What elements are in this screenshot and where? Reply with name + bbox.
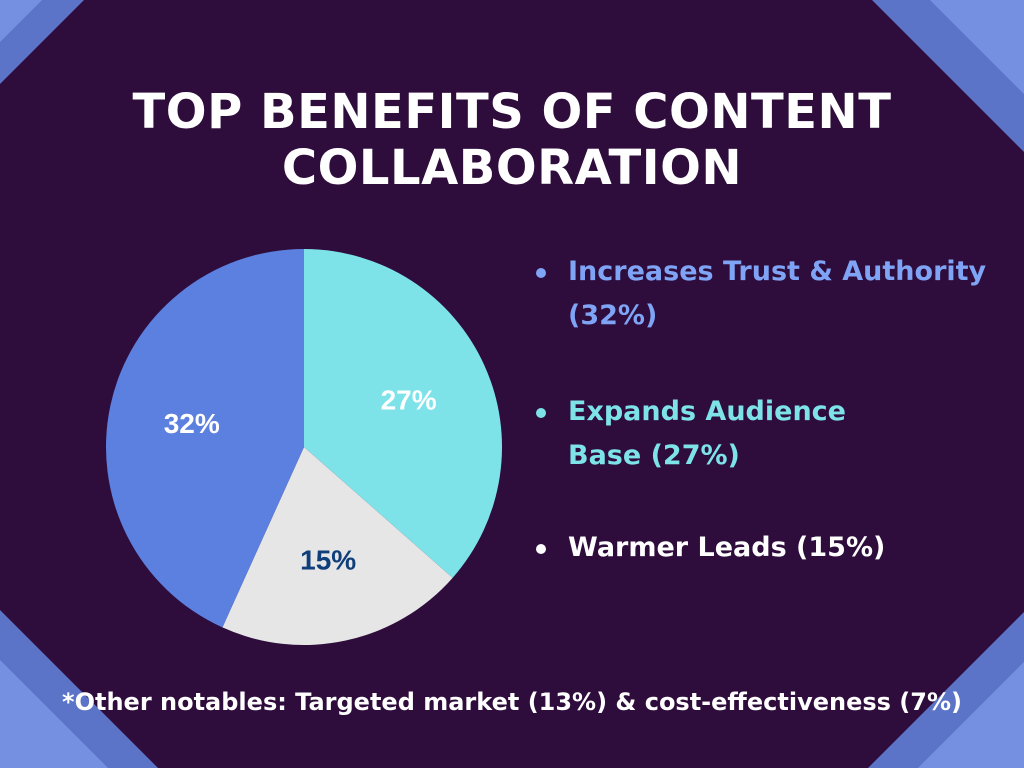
legend-bullet-leads [536,544,546,554]
legend-text-leads: Warmer Leads (15%) [536,526,885,570]
footnote: *Other notables: Targeted market (13%) &… [62,688,962,716]
legend-text-audience: Expands Audience Base (27%) [536,390,846,478]
corner-top-right-inner [930,0,1024,94]
legend-line: Increases Trust & Authority [568,256,987,287]
legend-line: Base (27%) [568,440,740,471]
corner-bottom-left-inner [0,660,108,768]
corner-bottom-right-inner [918,662,1024,768]
legend-line: (32%) [568,300,658,331]
pie-label-15-pct: 15% [300,544,356,575]
legend-bullet-trust [536,268,546,278]
legend-text-trust: Increases Trust & Authority (32%) [536,250,986,338]
legend-item-leads: Warmer Leads (15%) [536,526,885,570]
chart-title: TOP BENEFITS OF CONTENT COLLABORATION [0,84,1024,196]
pie-slice-32-pct [106,249,304,628]
corner-top-left-inner [0,0,42,42]
legend-item-audience: Expands Audience Base (27%) [536,390,846,478]
legend-line: Warmer Leads (15%) [568,532,886,563]
legend-item-trust: Increases Trust & Authority (32%) [536,250,986,338]
legend-line: Expands Audience [568,396,846,427]
pie-slice-15-pct [222,447,453,645]
chart-title-line-2: COLLABORATION [281,140,743,196]
pie-label-32-pct: 32% [164,408,220,439]
pie-label-27-pct: 27% [381,385,437,416]
pie-slice-27-pct [304,249,502,578]
chart-title-line-1: TOP BENEFITS OF CONTENT [132,84,892,140]
legend-bullet-audience [536,408,546,418]
